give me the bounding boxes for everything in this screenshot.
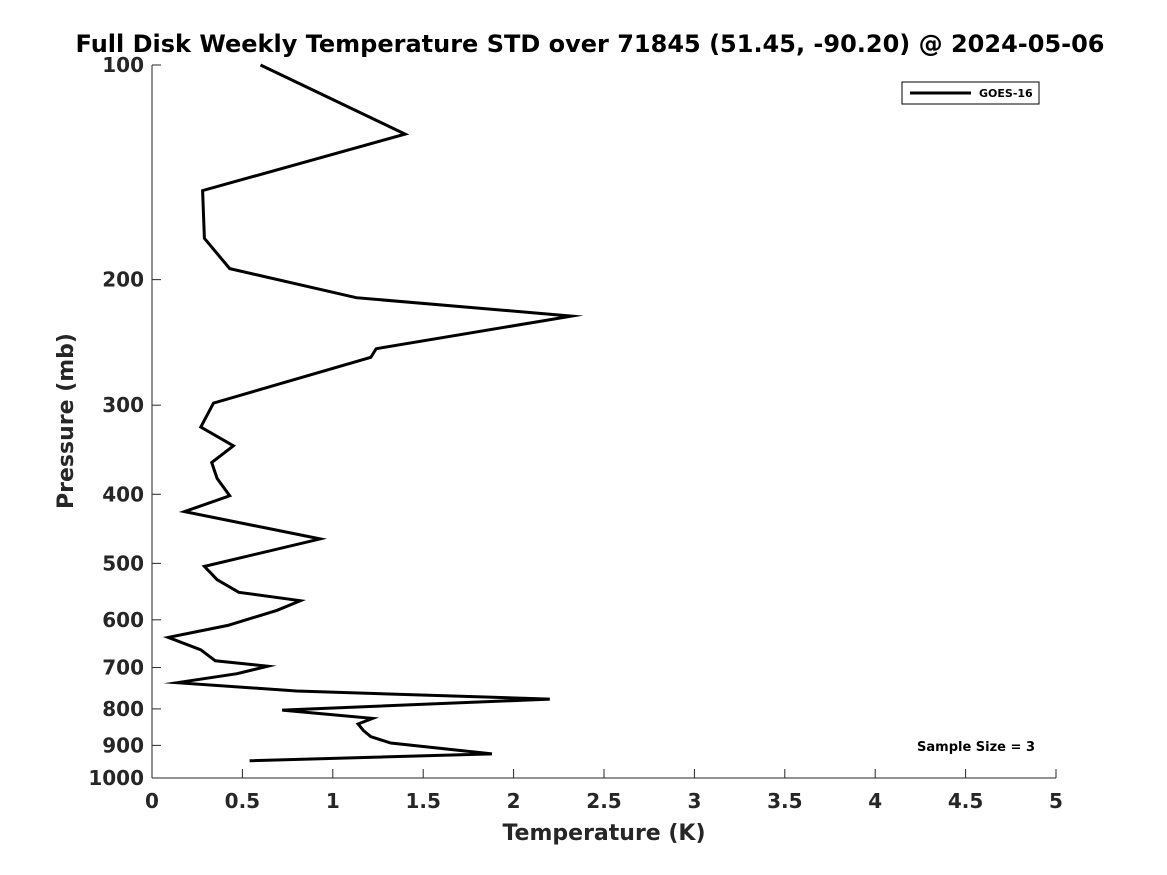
x-tick-label: 2.5 <box>586 789 621 813</box>
x-axis-label: Temperature (K) <box>502 821 705 846</box>
x-tick-label: 3.5 <box>767 789 802 813</box>
x-tick-label: 4 <box>868 789 882 813</box>
x-tick-label: 1.5 <box>405 789 440 813</box>
y-tick-label: 700 <box>102 656 144 680</box>
y-tick-label: 500 <box>102 551 144 575</box>
legend: GOES-16 <box>901 81 1040 105</box>
x-tick-label: 4.5 <box>948 789 983 813</box>
y-tick-label: 100 <box>102 53 144 77</box>
sample-size-annotation: Sample Size = 3 <box>917 740 1035 755</box>
x-tick-label: 5 <box>1049 789 1063 813</box>
x-tick-label: 1 <box>326 789 340 813</box>
chart-title: Full Disk Weekly Temperature STD over 71… <box>76 30 1105 58</box>
y-tick-label: 800 <box>102 697 144 721</box>
x-tick-label: 0 <box>145 789 159 813</box>
y-tick-label: 200 <box>102 268 144 292</box>
y-axis-label: Pressure (mb) <box>54 333 79 509</box>
series-line-goes-16 <box>162 63 584 763</box>
y-tick-label: 600 <box>102 608 144 632</box>
y-tick-label: 400 <box>102 482 144 506</box>
y-tick-label: 1000 <box>88 766 144 790</box>
series-layer <box>162 63 584 763</box>
x-tick-label: 0.5 <box>225 789 260 813</box>
y-tick-label: 300 <box>102 393 144 417</box>
x-tick-label: 2 <box>507 789 521 813</box>
legend-entry-goes-16: GOES-16 <box>979 87 1033 100</box>
x-tick-label: 3 <box>687 789 701 813</box>
y-axis-ticks: 100 200 300 400 500 600 700 800 900 1000 <box>88 53 161 790</box>
x-axis-ticks: 0 0.5 1 1.5 2 2.5 3 3.5 4 4.5 5 <box>145 769 1063 813</box>
y-tick-label: 900 <box>102 733 144 757</box>
